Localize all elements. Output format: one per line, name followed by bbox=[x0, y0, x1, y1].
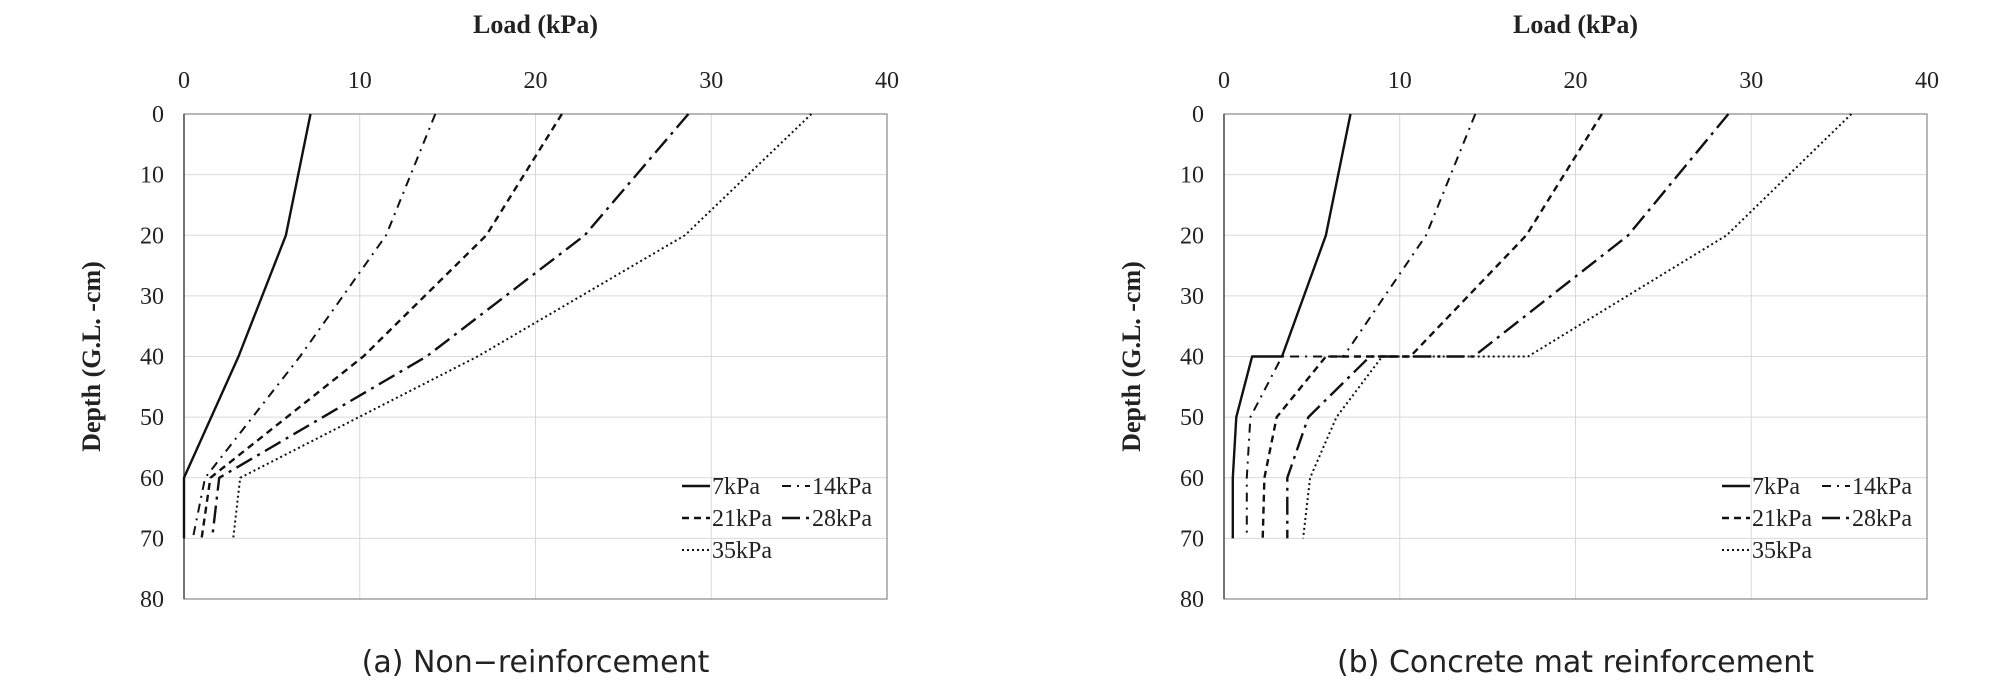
series-line-21kpa bbox=[200, 113, 563, 539]
x-tick-label: 10 bbox=[1388, 68, 1412, 94]
x-axis-title: Load (kPa) bbox=[1513, 10, 1638, 39]
series-line-28kpa bbox=[1286, 113, 1730, 539]
x-tick-label: 20 bbox=[524, 68, 548, 94]
series-line-35kpa bbox=[232, 113, 813, 539]
y-tick-label: 40 bbox=[1180, 345, 1204, 371]
y-axis-title: Depth (G.L. -cm) bbox=[1117, 261, 1146, 452]
chart-panel-b: 0 10 20 30 40 0 10 20 30 40 50 60 70 80 Load (kPa) Dept… bbox=[1004, 0, 2008, 682]
x-tick-label: 40 bbox=[1915, 68, 1939, 94]
legend-label-7kpa: 7kPa bbox=[1752, 474, 1800, 500]
chart-panel-a: 0 10 20 30 40 0 10 20 30 40 50 60 70 80 Load (kPa) Dept… bbox=[77, 10, 899, 680]
y-axis-title: Depth (G.L. -cm) bbox=[77, 261, 106, 452]
series-line-14kpa bbox=[191, 113, 437, 539]
y-tick-label: 30 bbox=[1180, 284, 1204, 310]
y-tick-label: 50 bbox=[1180, 405, 1204, 431]
legend-label-35kpa: 35kPa bbox=[1752, 538, 1812, 564]
legend-label-7kpa: 7kPa bbox=[712, 474, 760, 500]
y-tick-label: 30 bbox=[140, 284, 164, 310]
legend-label-28kpa: 28kPa bbox=[1852, 506, 1912, 532]
legend-label-21kpa: 21kPa bbox=[1752, 506, 1812, 532]
x-tick-label: 0 bbox=[178, 68, 190, 94]
series-line-7kpa bbox=[1231, 113, 1352, 539]
legend-label-14kpa: 14kPa bbox=[812, 474, 872, 500]
x-tick-label: 10 bbox=[348, 68, 372, 94]
y-tick-label: 0 bbox=[152, 102, 164, 128]
x-tick-label: 30 bbox=[699, 68, 723, 94]
chart-a-svg: 0 10 20 30 40 0 10 20 30 40 50 60 70 80 Load (kPa) Dept… bbox=[77, 10, 899, 680]
chart-caption: (b) Concrete mat reinforcement bbox=[1337, 645, 1814, 680]
y-tick-label: 50 bbox=[140, 405, 164, 431]
legend-label-28kpa: 28kPa bbox=[812, 506, 872, 532]
chart-b-svg: 0 10 20 30 40 0 10 20 30 40 50 60 70 80 Load (kPa) Dept… bbox=[1117, 10, 1939, 680]
x-tick-label: 0 bbox=[1218, 68, 1230, 94]
y-tick-label: 70 bbox=[1180, 526, 1204, 552]
y-tick-label: 20 bbox=[140, 223, 164, 249]
chart-caption: (a) Non−reinforcement bbox=[362, 645, 710, 680]
legend-label-35kpa: 35kPa bbox=[712, 538, 772, 564]
x-tick-label: 20 bbox=[1564, 68, 1588, 94]
x-axis-title: Load (kPa) bbox=[473, 10, 598, 39]
series-line-14kpa bbox=[1245, 113, 1477, 539]
series-line-28kpa bbox=[210, 113, 690, 539]
series-line-7kpa bbox=[182, 113, 312, 539]
x-tick-label: 30 bbox=[1739, 68, 1763, 94]
x-tick-label: 40 bbox=[875, 68, 899, 94]
y-tick-label: 40 bbox=[140, 345, 164, 371]
y-tick-label: 10 bbox=[140, 163, 164, 189]
y-tick-label: 80 bbox=[1180, 587, 1204, 613]
y-tick-label: 10 bbox=[1180, 163, 1204, 189]
y-tick-label: 70 bbox=[140, 526, 164, 552]
y-tick-label: 20 bbox=[1180, 223, 1204, 249]
legend-label-14kpa: 14kPa bbox=[1852, 474, 1912, 500]
y-tick-label: 0 bbox=[1192, 102, 1204, 128]
legend-label-21kpa: 21kPa bbox=[712, 506, 772, 532]
y-tick-label: 60 bbox=[1180, 466, 1204, 492]
series-line-21kpa bbox=[1261, 113, 1603, 539]
y-tick-label: 60 bbox=[140, 466, 164, 492]
y-tick-label: 80 bbox=[140, 587, 164, 613]
